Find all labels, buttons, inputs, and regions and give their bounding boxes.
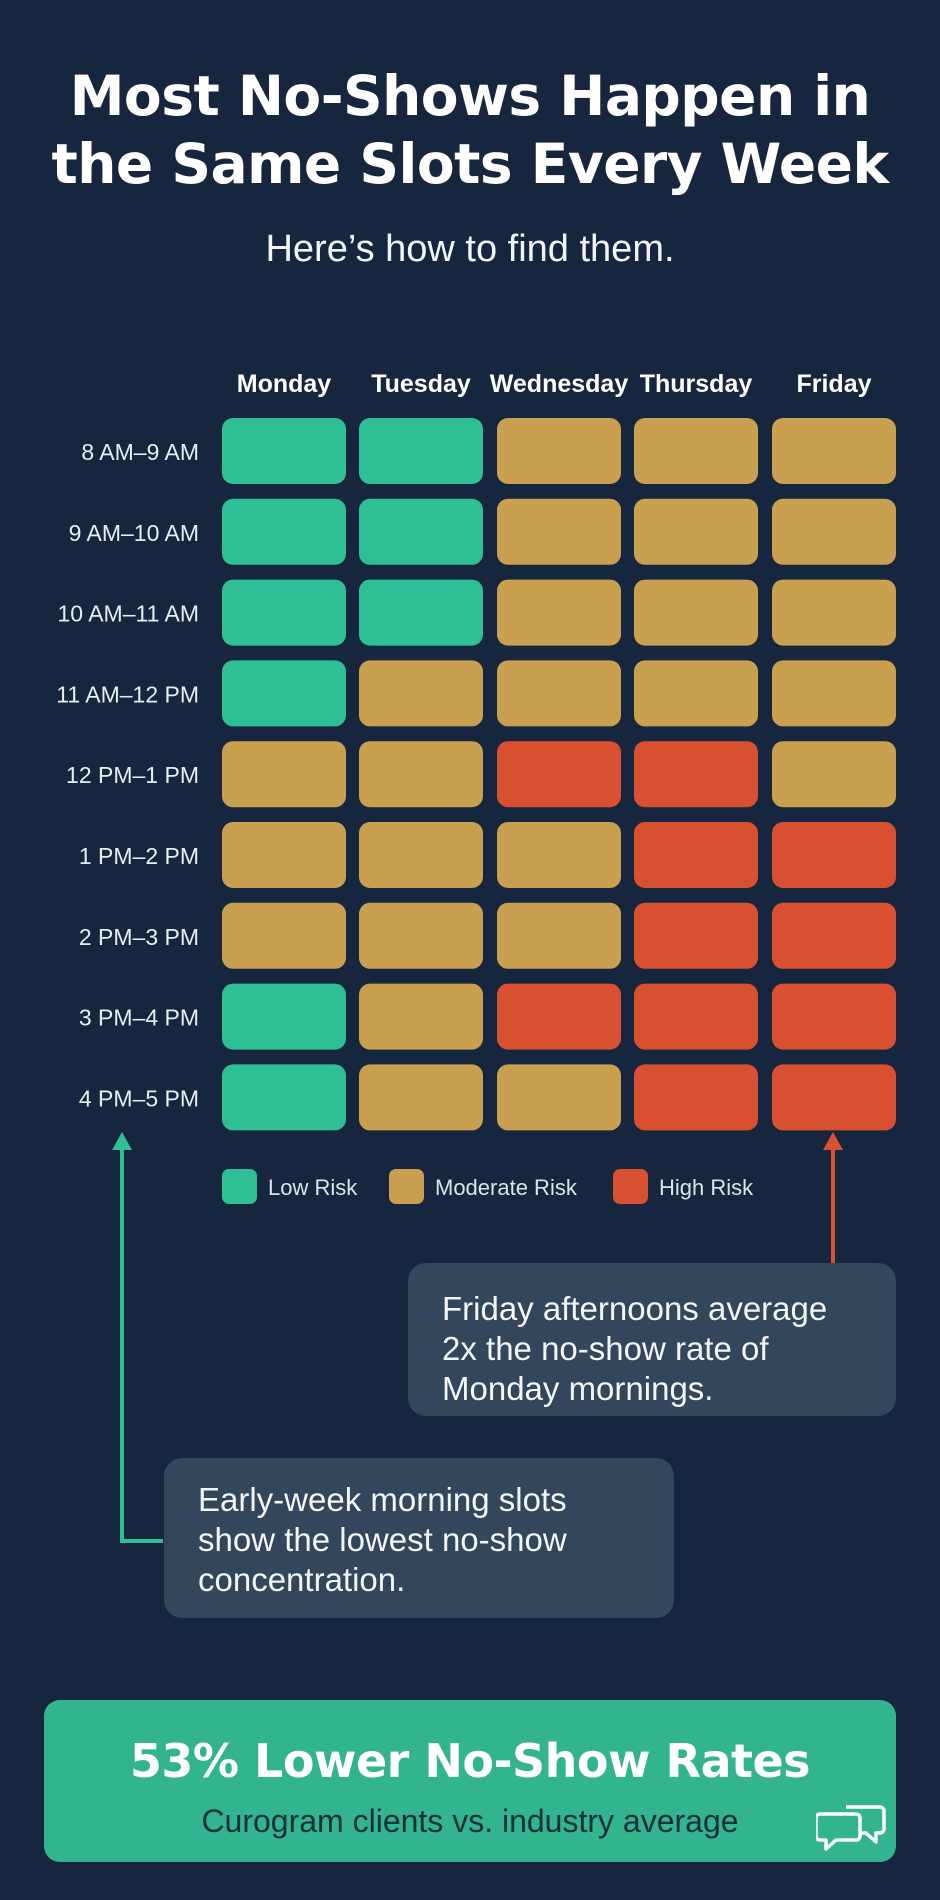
legend-label-low: Low Risk <box>268 1175 358 1200</box>
heatmap-cell-tuesday-5-moderate <box>359 822 483 888</box>
row-label-12-pm-1-pm: 12 PM–1 PM <box>66 762 199 788</box>
heatmap-cell-thursday-0-moderate <box>634 418 758 484</box>
row-label-10-am-11-am: 10 AM–11 AM <box>58 601 200 627</box>
heatmap-cell-wednesday-0-moderate <box>497 418 621 484</box>
heatmap-cell-monday-0-low <box>222 418 346 484</box>
legend-swatch-moderate <box>389 1169 424 1204</box>
row-label-9-am-10-am: 9 AM–10 AM <box>69 520 199 546</box>
heatmap-cell-friday-8-high <box>772 1064 896 1131</box>
heatmap-cell-monday-6-moderate <box>222 902 346 969</box>
column-label-tuesday: Tuesday <box>371 370 471 398</box>
row-label-1-pm-2-pm: 1 PM–2 PM <box>79 843 199 869</box>
early-week-arrow-head <box>112 1132 132 1150</box>
heatmap-cell-wednesday-1-moderate <box>497 498 621 565</box>
page-title: Most No-Shows Happen in the Same Slots E… <box>0 62 940 198</box>
stat-banner: 53% Lower No-Show Rates Curogram clients… <box>44 1700 896 1862</box>
legend-label-high: High Risk <box>659 1175 754 1200</box>
heatmap-cell-tuesday-3-moderate <box>359 660 483 727</box>
heatmap-cell-thursday-1-moderate <box>634 498 758 565</box>
heatmap-cell-tuesday-8-moderate <box>359 1064 483 1131</box>
heatmap-cell-thursday-6-high <box>634 902 758 969</box>
heatmap-cell-monday-5-moderate <box>222 822 346 888</box>
row-label-11-am-12-pm: 11 AM–12 PM <box>56 681 199 707</box>
heatmap-cell-wednesday-6-moderate <box>497 902 621 969</box>
legend-label-moderate: Moderate Risk <box>435 1175 578 1200</box>
heatmap-cell-friday-0-moderate <box>772 418 896 484</box>
heatmap-cell-friday-1-moderate <box>772 498 896 565</box>
heatmap-cell-friday-6-high <box>772 902 896 969</box>
heatmap-cell-tuesday-7-moderate <box>359 983 483 1050</box>
heatmap-cell-wednesday-4-high <box>497 741 621 808</box>
heatmap-cell-friday-5-high <box>772 822 896 888</box>
friday-callout: Friday afternoons average 2x the no-show… <box>408 1263 896 1416</box>
heatmap-cell-tuesday-6-moderate <box>359 902 483 969</box>
banner-subtitle: Curogram clients vs. industry average <box>201 1803 739 1839</box>
row-label-2-pm-3-pm: 2 PM–3 PM <box>79 924 199 950</box>
heatmap-cell-thursday-3-moderate <box>634 660 758 727</box>
heatmap-cell-friday-3-moderate <box>772 660 896 727</box>
heatmap-cell-wednesday-2-moderate <box>497 579 621 646</box>
heatmap-cell-monday-3-low <box>222 660 346 727</box>
heatmap-cell-tuesday-0-low <box>359 418 483 484</box>
heatmap-cell-monday-8-low <box>222 1064 346 1131</box>
row-label-8-am-9-am: 8 AM–9 AM <box>81 439 199 465</box>
heatmap-cell-friday-4-moderate <box>772 741 896 808</box>
risk-heatmap: Monday Tuesday Wednesday Thursday Friday 8 AM… <box>56 370 896 1543</box>
friday-arrow-head <box>823 1132 843 1150</box>
heatmap-cell-wednesday-5-moderate <box>497 822 621 888</box>
column-label-wednesday: Wednesday <box>490 370 629 398</box>
heatmap-cell-thursday-7-high <box>634 983 758 1050</box>
column-label-friday: Friday <box>796 370 871 398</box>
title-line-1: Most No-Shows Happen in <box>69 64 871 128</box>
heatmap-cell-monday-7-low <box>222 983 346 1050</box>
column-label-thursday: Thursday <box>640 370 753 398</box>
heatmap-cell-thursday-4-high <box>634 741 758 808</box>
heatmap-cell-friday-7-high <box>772 983 896 1050</box>
heatmap-cell-wednesday-7-high <box>497 983 621 1050</box>
column-label-monday: Monday <box>237 370 332 398</box>
heatmap-cell-thursday-8-high <box>634 1064 758 1131</box>
title-line-2: the Same Slots Every Week <box>51 132 889 196</box>
heatmap-cell-thursday-5-high <box>634 822 758 888</box>
banner-title: 53% Lower No-Show Rates <box>129 1734 811 1788</box>
row-label-3-pm-4-pm: 3 PM–4 PM <box>79 1005 199 1031</box>
chat-bubbles-icon <box>816 1805 886 1851</box>
page-subtitle: Here’s how to find them. <box>265 228 675 270</box>
heatmap-cell-tuesday-1-low <box>359 498 483 565</box>
row-label-4-pm-5-pm: 4 PM–5 PM <box>79 1085 199 1111</box>
early-week-arrow-line <box>120 1148 163 1543</box>
heatmap-cell-tuesday-2-low <box>359 579 483 646</box>
legend-swatch-low <box>222 1169 257 1204</box>
heatmap-cell-thursday-2-moderate <box>634 579 758 646</box>
legend-swatch-high <box>613 1169 648 1204</box>
heatmap-cell-monday-4-moderate <box>222 741 346 808</box>
early-week-callout: Early-week morning slots show the lowest… <box>164 1458 674 1618</box>
heatmap-cell-friday-2-moderate <box>772 579 896 646</box>
heatmap-cell-tuesday-4-moderate <box>359 741 483 808</box>
heatmap-cell-wednesday-3-moderate <box>497 660 621 727</box>
heatmap-cell-wednesday-8-moderate <box>497 1064 621 1131</box>
heatmap-cell-monday-1-low <box>222 498 346 565</box>
heatmap-cell-monday-2-low <box>222 579 346 646</box>
